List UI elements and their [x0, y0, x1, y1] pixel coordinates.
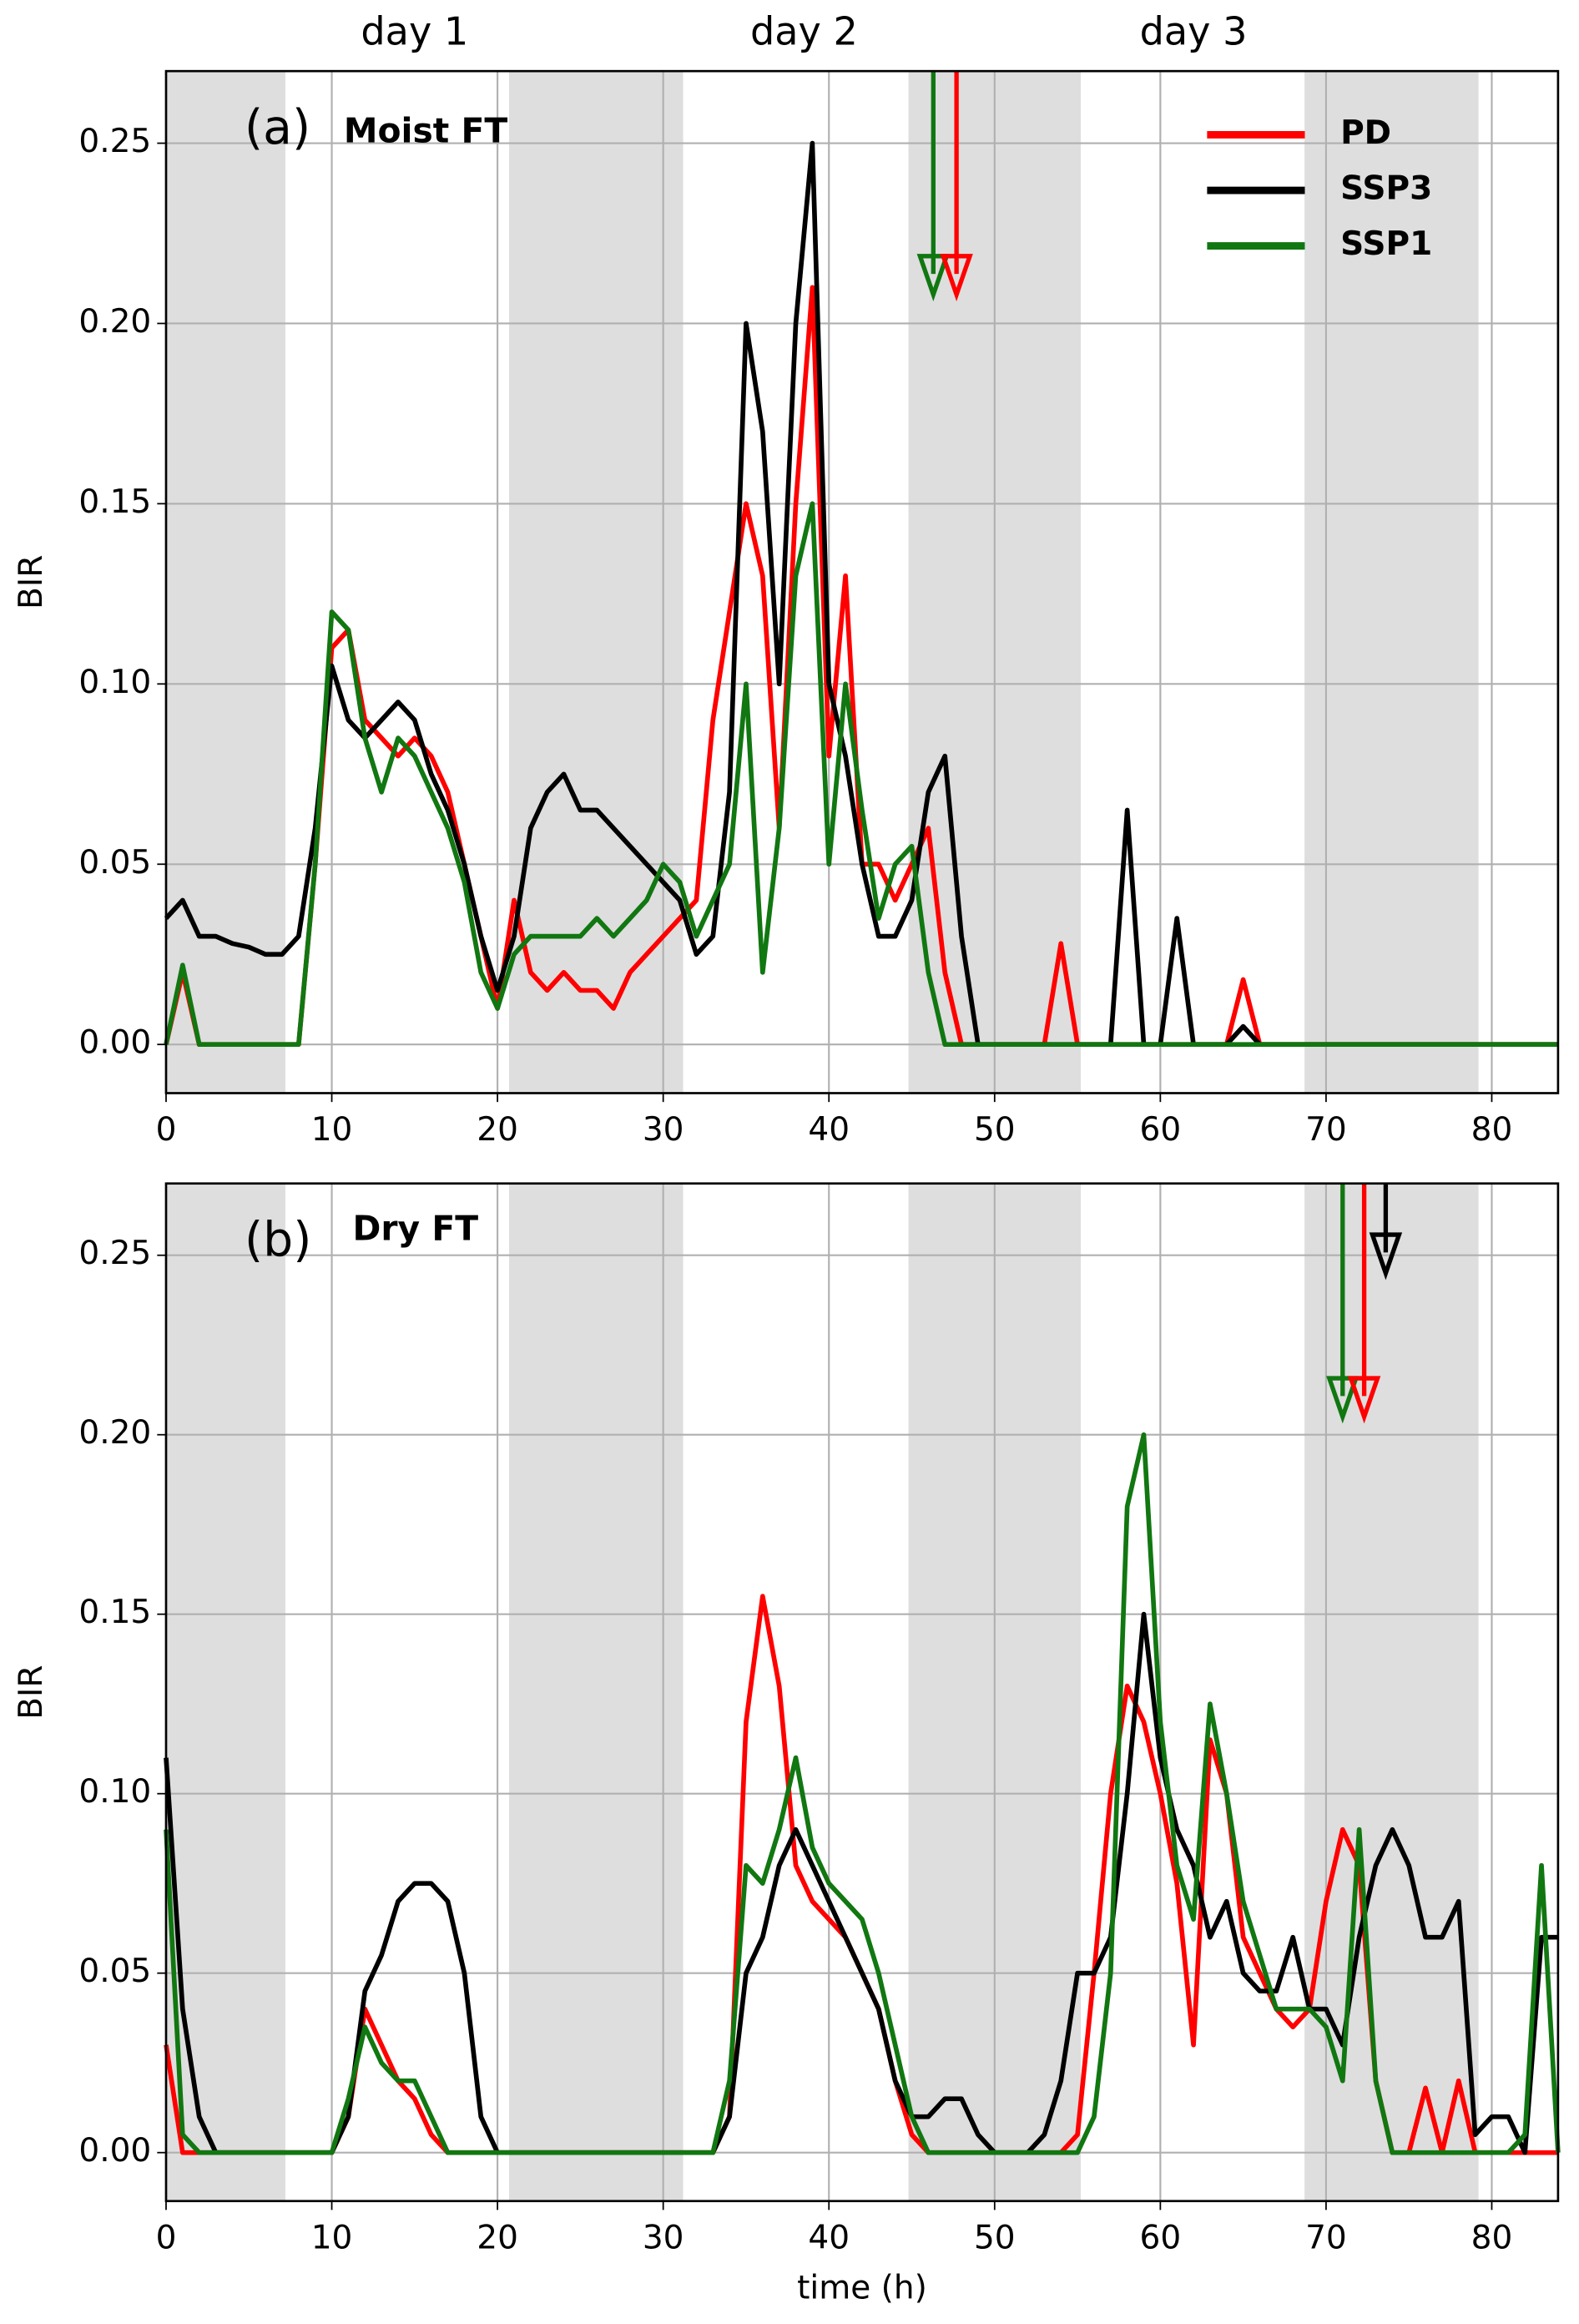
- x-tick-label: 40: [808, 1111, 850, 1149]
- arrow: [916, 71, 951, 302]
- x-tick-label: 80: [1471, 1111, 1513, 1149]
- y-tick-label: 0.25: [78, 123, 151, 160]
- y-tick-label: 0.20: [78, 303, 151, 341]
- x-axis-label: time (h): [797, 2270, 927, 2307]
- x-tick-label: 70: [1305, 1111, 1347, 1149]
- arrow-head: [916, 254, 951, 302]
- x-tick-label: 60: [1140, 1111, 1182, 1149]
- y-tick-label: 0.25: [78, 1235, 151, 1272]
- night-shading: [1304, 71, 1479, 1094]
- panel-title: Moist FT: [344, 111, 507, 151]
- y-axis-label: BIR: [13, 1665, 50, 1720]
- panel-label: (b): [245, 1212, 311, 1267]
- legend-label: PD: [1340, 114, 1391, 152]
- x-tick-label: 20: [477, 1111, 518, 1149]
- y-tick-label: 0.05: [78, 844, 151, 882]
- x-tick-label: 30: [643, 2219, 684, 2256]
- arrow: [1347, 1183, 1381, 1424]
- x-tick-label: 10: [311, 2219, 353, 2256]
- x-tick-label: 0: [156, 1111, 177, 1149]
- night-shading: [165, 71, 285, 1094]
- night-shading: [509, 71, 684, 1094]
- day-label: day 3: [1140, 8, 1248, 53]
- y-tick-label: 0.15: [78, 483, 151, 521]
- arrow: [1326, 1183, 1360, 1424]
- x-tick-label: 70: [1305, 2219, 1347, 2256]
- x-tick-label: 80: [1471, 2219, 1513, 2256]
- arrow-head: [940, 254, 973, 302]
- y-tick-label: 0.20: [78, 1414, 151, 1452]
- x-tick-label: 0: [156, 2219, 177, 2256]
- y-tick-label: 0.10: [78, 1773, 151, 1811]
- arrow: [1369, 1183, 1403, 1281]
- legend-label: SSP1: [1340, 225, 1432, 263]
- x-tick-label: 10: [311, 1111, 353, 1149]
- panel-label: (a): [245, 100, 310, 155]
- x-tick-label: 50: [974, 1111, 1016, 1149]
- y-tick-label: 0.00: [78, 1024, 151, 1062]
- y-tick-label: 0.05: [78, 1953, 151, 1990]
- panel-title: Dry FT: [353, 1209, 479, 1249]
- plot-frame: [164, 1182, 1560, 2203]
- data-line: [164, 1611, 1558, 2155]
- plot-frame: [164, 69, 1560, 1094]
- day-label: day 1: [361, 8, 468, 53]
- night-shading: [165, 1183, 285, 2201]
- day-label: day 2: [750, 8, 858, 53]
- y-axis-label: BIR: [13, 555, 50, 609]
- x-tick-label: 20: [477, 2219, 518, 2256]
- y-tick-label: 0.15: [78, 1594, 151, 1631]
- arrow-head: [1369, 1232, 1403, 1281]
- arrow-head: [1347, 1376, 1381, 1424]
- x-tick-label: 60: [1140, 2219, 1182, 2256]
- x-tick-label: 40: [808, 2219, 850, 2256]
- x-tick-label: 50: [974, 2219, 1016, 2256]
- arrow: [940, 71, 973, 302]
- y-tick-label: 0.10: [78, 664, 151, 701]
- legend-label: SSP3: [1340, 170, 1432, 208]
- data-line: [164, 1432, 1561, 2155]
- y-tick-label: 0.00: [78, 2132, 151, 2170]
- data-line: [164, 501, 1558, 1048]
- night-shading: [1304, 1183, 1479, 2201]
- arrow-head: [1326, 1376, 1360, 1424]
- night-shading: [509, 1183, 684, 2201]
- x-tick-label: 30: [643, 1111, 684, 1149]
